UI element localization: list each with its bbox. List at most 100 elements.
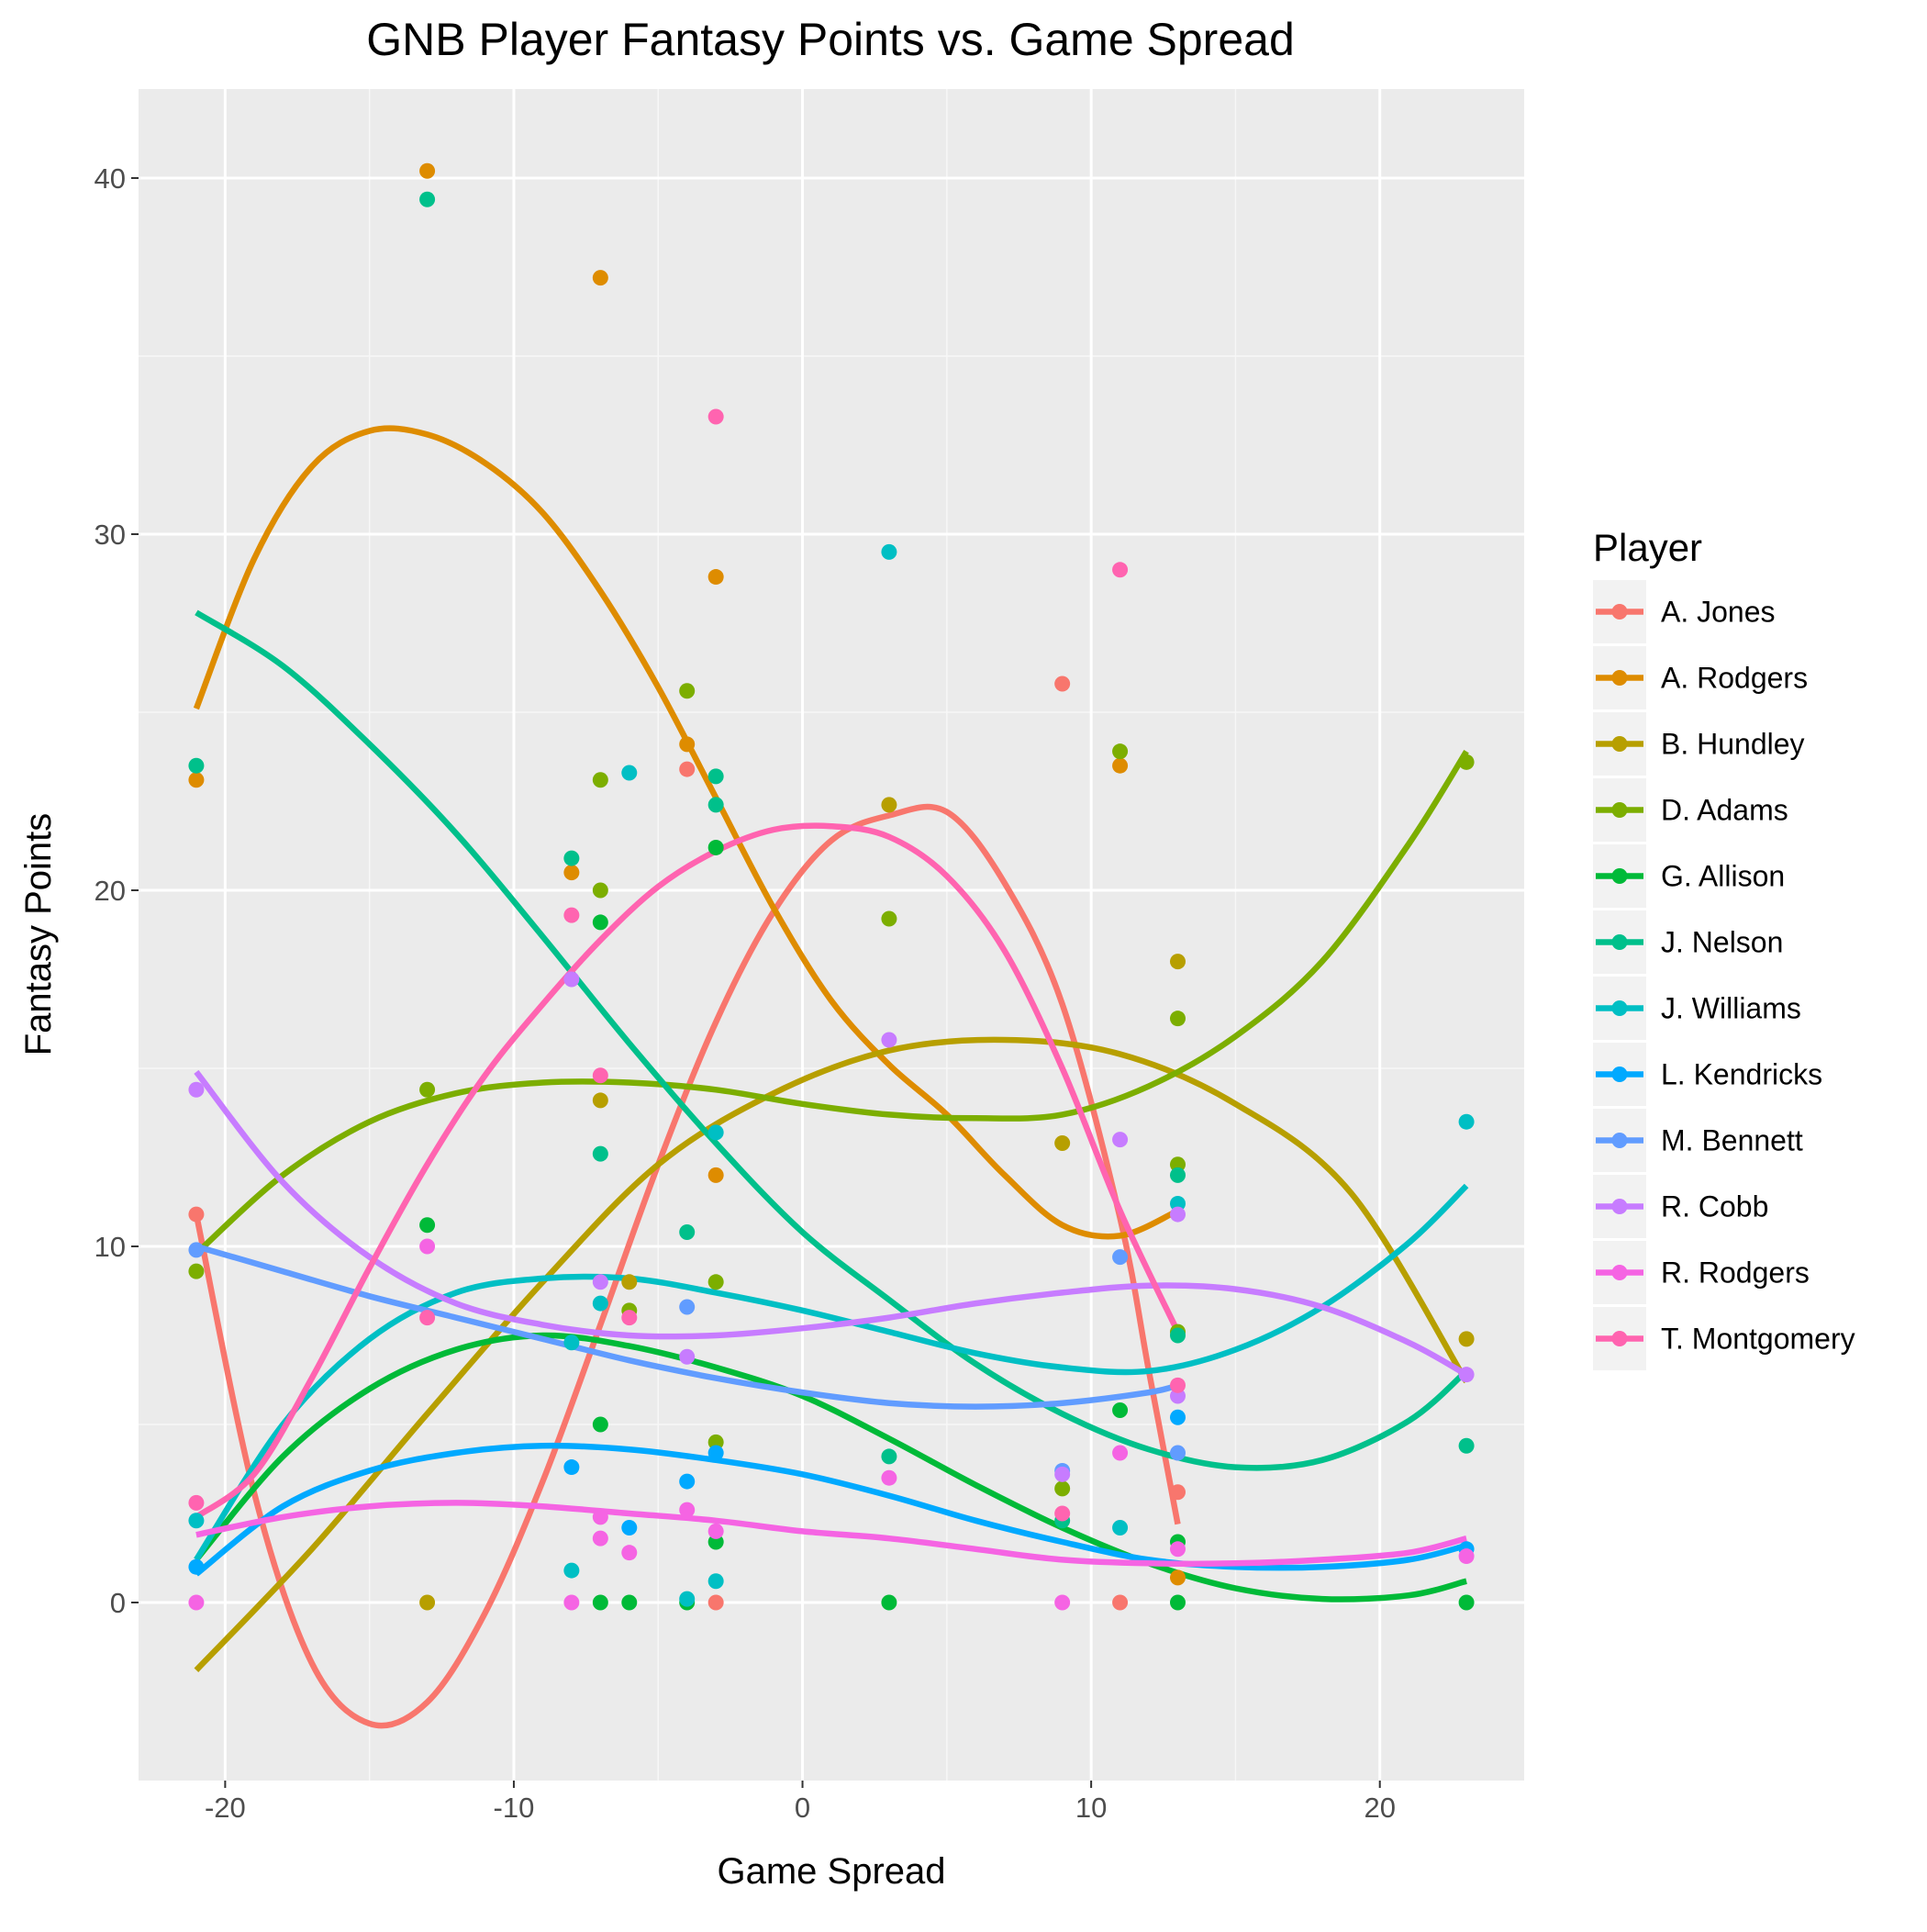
- series-curve: [195, 1243, 1179, 1410]
- data-point: [592, 1416, 608, 1433]
- data-point: [592, 772, 608, 788]
- data-point: [563, 971, 580, 988]
- data-point: [1054, 1480, 1071, 1497]
- smooth-curves: [193, 425, 1469, 1729]
- data-point: [419, 1081, 436, 1098]
- x-tick-label: -10: [494, 1792, 535, 1824]
- data-point: [188, 1558, 205, 1575]
- legend-label: D. Adams: [1661, 794, 1788, 827]
- data-point: [563, 1594, 580, 1611]
- data-point: [1458, 1331, 1475, 1347]
- data-point: [1170, 1156, 1186, 1173]
- series-curve: [194, 749, 1469, 1256]
- data-point: [419, 1594, 436, 1611]
- data-point: [707, 1167, 724, 1183]
- data-point: [881, 1032, 897, 1048]
- x-axis-title: Game Spread: [717, 1851, 945, 1892]
- data-point: [1112, 1520, 1129, 1536]
- legend-label: J. Williams: [1661, 992, 1801, 1025]
- data-point: [1170, 1594, 1186, 1611]
- data-point: [881, 1594, 897, 1611]
- data-point: [1458, 1367, 1475, 1383]
- legend-key-point: [1611, 1133, 1628, 1148]
- data-point: [188, 1081, 205, 1098]
- series-curve: [194, 1036, 1469, 1672]
- legend-key-point: [1611, 736, 1628, 752]
- data-point: [1170, 1445, 1186, 1461]
- data-point: [1458, 1594, 1475, 1611]
- data-point: [563, 1335, 580, 1351]
- data-point: [881, 910, 897, 927]
- data-point: [707, 839, 724, 855]
- plot-panel: [139, 89, 1524, 1781]
- data-point: [1112, 1249, 1129, 1266]
- data-point: [1054, 1134, 1071, 1151]
- data-point: [1112, 743, 1129, 760]
- data-point: [1170, 1569, 1186, 1586]
- data-point: [621, 1545, 638, 1561]
- data-point: [188, 1263, 205, 1279]
- data-point: [419, 191, 436, 207]
- data-point: [707, 1124, 724, 1141]
- legend-item: B. Hundley: [1593, 712, 1805, 776]
- data-point: [419, 162, 436, 179]
- data-point: [679, 1223, 696, 1240]
- data-point: [1170, 1327, 1186, 1344]
- data-point: [707, 1434, 724, 1450]
- data-point: [621, 765, 638, 781]
- data-point: [592, 270, 608, 286]
- legend-title: Player: [1593, 526, 1702, 569]
- series-curve: [195, 609, 1469, 1471]
- data-point: [592, 1092, 608, 1109]
- legend-key-point: [1611, 934, 1628, 950]
- data-point: [1054, 676, 1071, 692]
- data-point: [1054, 1505, 1071, 1522]
- series-curve: [193, 803, 1181, 1729]
- series-curve: [194, 1442, 1467, 1577]
- data-point: [188, 1594, 205, 1611]
- data-point: [679, 1591, 696, 1607]
- data-point: [707, 1534, 724, 1550]
- data-point: [1170, 1541, 1186, 1558]
- data-point: [563, 907, 580, 923]
- series-curve: [194, 1332, 1467, 1603]
- legend-item: J. Williams: [1593, 977, 1801, 1040]
- data-point: [679, 736, 696, 753]
- data-point: [1112, 562, 1129, 578]
- legend: Player A. Jones A. Rodgers B. Hundley D. Ad…: [1593, 526, 1855, 1370]
- legend-item: T. Montgomery: [1593, 1307, 1855, 1370]
- data-point: [881, 1469, 897, 1486]
- data-point: [188, 757, 205, 774]
- legend-label: R. Cobb: [1661, 1190, 1768, 1223]
- data-point: [563, 865, 580, 881]
- data-point: [592, 914, 608, 931]
- data-point: [707, 1594, 724, 1611]
- legend-key-point: [1611, 868, 1628, 884]
- data-point: [881, 543, 897, 560]
- data-point: [1170, 1195, 1186, 1212]
- data-point: [679, 1502, 696, 1518]
- legend-label: G. Allison: [1661, 860, 1785, 893]
- data-point: [188, 772, 205, 788]
- data-point: [419, 1238, 436, 1255]
- data-point: [707, 768, 724, 785]
- data-point: [1112, 1445, 1129, 1461]
- legend-item: A. Jones: [1593, 580, 1776, 643]
- data-point: [1170, 954, 1186, 970]
- data-point: [188, 1242, 205, 1258]
- legend-label: R. Rodgers: [1661, 1256, 1810, 1290]
- legend-label: B. Hundley: [1661, 728, 1805, 761]
- data-point: [563, 850, 580, 866]
- data-point: [1458, 1437, 1475, 1454]
- data-point: [621, 1594, 638, 1611]
- data-point: [188, 1494, 205, 1511]
- data-point: [1170, 1484, 1186, 1501]
- data-point: [707, 408, 724, 425]
- data-point: [707, 797, 724, 813]
- data-point: [1170, 1409, 1186, 1425]
- x-axis: -20 -10 0 10 20: [205, 1781, 1396, 1824]
- legend-item: R. Cobb: [1593, 1175, 1768, 1238]
- data-point: [592, 1067, 608, 1084]
- data-point: [679, 1473, 696, 1490]
